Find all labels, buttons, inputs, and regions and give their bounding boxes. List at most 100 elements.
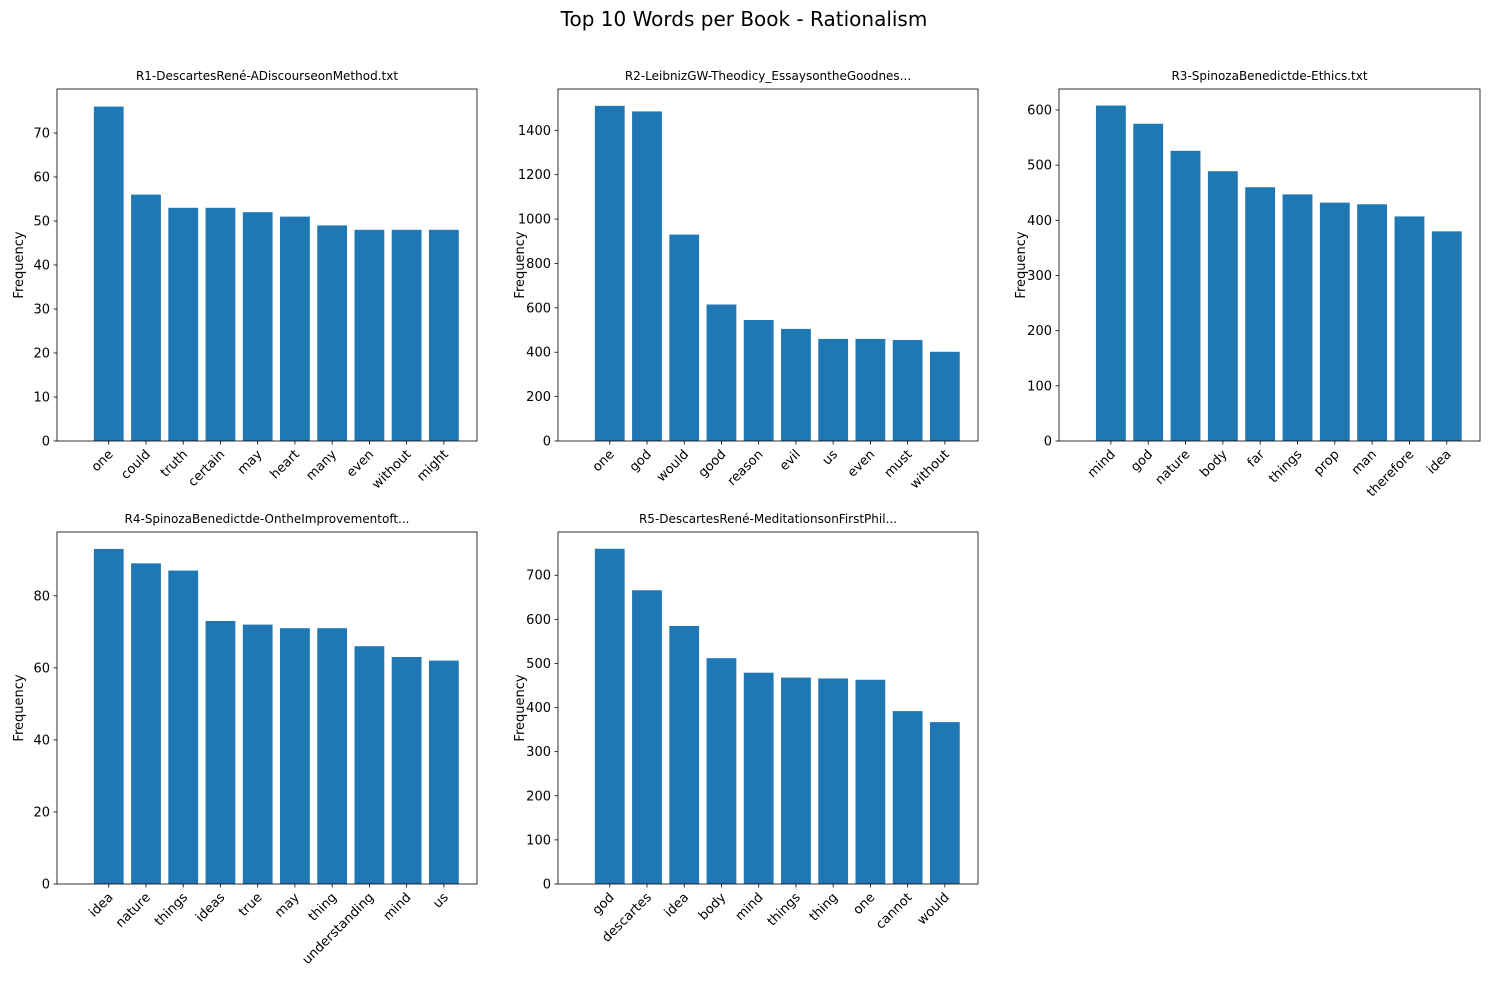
bar-one [855, 679, 886, 884]
y-tick-label: 10 [33, 391, 50, 406]
bar-understanding [354, 646, 385, 884]
bar-certain [205, 207, 236, 441]
x-tick-label: god [590, 890, 618, 918]
y-axis-label: Frequency [513, 231, 528, 298]
bar-evil [781, 328, 811, 441]
x-tick-label: even [845, 447, 878, 480]
bar-might [428, 229, 459, 441]
x-tick-label: body [1197, 447, 1231, 481]
y-tick-label: 20 [33, 805, 50, 820]
y-axis-label: Frequency [12, 231, 27, 298]
x-tick-label: nature [113, 890, 154, 931]
bar-things [781, 677, 811, 884]
chart-panel-5: R5-DescartesRené-MeditationsonFirstPhil.… [513, 512, 979, 946]
bar-would [929, 722, 960, 884]
x-tick-label: ideas [193, 890, 228, 925]
x-tick-label: us [820, 447, 841, 468]
x-tick-label: could [118, 447, 154, 483]
bar-cannot [892, 711, 923, 884]
panel-title: R3-SpinozaBenedictde-Ethics.txt [1171, 69, 1367, 83]
y-tick-label: 200 [526, 390, 551, 405]
x-tick-label: mind [381, 890, 415, 924]
chart-panel-4: R4-SpinozaBenedictde-OntheImprovementoft… [12, 512, 478, 968]
y-tick-label: 400 [526, 346, 551, 361]
bar-man [1357, 204, 1388, 441]
x-tick-label: would [915, 890, 953, 928]
bar-may [280, 628, 310, 884]
chart-panel-3: R3-SpinozaBenedictde-Ethics.txt 0 100 200 30… [1014, 69, 1481, 500]
y-tick-label: 0 [543, 435, 551, 450]
y-tick-label: 0 [42, 878, 50, 893]
bar-far [1245, 187, 1276, 441]
y-axis-label: Frequency [513, 674, 528, 741]
bar-without [929, 351, 960, 441]
y-tick-label: 400 [526, 701, 551, 716]
x-tick-label: without [369, 447, 414, 492]
y-tick-label: 20 [33, 347, 50, 362]
bar-one [594, 105, 625, 442]
bar-mind [1095, 105, 1126, 441]
y-tick-label: 80 [33, 589, 50, 604]
bar-body [1207, 171, 1238, 441]
axes-frame [1058, 88, 1481, 442]
y-tick-label: 40 [33, 733, 50, 748]
axes-frame [557, 531, 979, 885]
bar-us [428, 660, 459, 884]
bar-good [706, 304, 737, 441]
bar-god [632, 111, 662, 441]
panel-title: R5-DescartesRené-MeditationsonFirstPhil.… [639, 512, 897, 526]
bar-could [131, 194, 161, 441]
bar-true [242, 624, 273, 884]
x-tick-label: mind [1085, 447, 1119, 481]
x-tick-label: even [344, 447, 377, 480]
y-tick-label: 200 [1027, 324, 1052, 339]
y-tick-label: 200 [526, 789, 551, 804]
x-tick-label: must [882, 447, 916, 481]
y-tick-label: 400 [1027, 214, 1052, 229]
x-tick-label: thing [807, 890, 841, 924]
x-tick-label: might [414, 447, 451, 484]
x-tick-label: idea [662, 890, 692, 920]
y-tick-label: 800 [526, 257, 551, 272]
chart-panel-2: R2-LeibnizGW-Theodicy_EssaysontheGoodnes… [513, 69, 979, 492]
x-tick-label: us [430, 890, 451, 911]
x-tick-label: body [696, 890, 730, 924]
y-tick-label: 700 [526, 569, 551, 584]
y-tick-label: 600 [1027, 103, 1052, 118]
y-tick-label: 1200 [518, 168, 551, 183]
bar-nature [1170, 150, 1201, 442]
bar-idea [669, 625, 700, 884]
bar-things [168, 570, 199, 884]
x-tick-label: idea [1424, 447, 1454, 477]
x-tick-label: god [627, 447, 655, 475]
bar-without [391, 229, 422, 441]
y-tick-label: 1000 [518, 213, 551, 228]
bar-would [669, 234, 700, 441]
bar-god [594, 548, 625, 884]
x-tick-label: certain [186, 447, 229, 490]
x-tick-label: would [654, 447, 692, 485]
bar-mind [391, 657, 422, 884]
y-tick-label: 40 [33, 259, 50, 274]
bar-therefore [1394, 216, 1425, 441]
y-tick-label: 70 [33, 127, 50, 142]
y-tick-label: 100 [1027, 379, 1052, 394]
bar-mind [743, 672, 774, 884]
y-tick-label: 60 [33, 171, 50, 186]
bar-nature [131, 563, 161, 884]
x-tick-label: evil [777, 447, 804, 474]
x-tick-label: may [235, 447, 266, 478]
bar-one [93, 106, 124, 441]
y-tick-label: 0 [1044, 435, 1052, 450]
x-tick-label: man [1349, 447, 1380, 478]
bar-idea [93, 548, 124, 884]
x-tick-label: reason [725, 447, 767, 489]
y-tick-label: 500 [526, 657, 551, 672]
y-tick-label: 1400 [518, 124, 551, 139]
bar-reason [743, 320, 774, 441]
y-tick-label: 600 [526, 613, 551, 628]
panel-title: R2-LeibnizGW-Theodicy_EssaysontheGoodnes… [625, 69, 911, 83]
x-tick-label: good [696, 447, 730, 481]
bar-ideas [205, 620, 236, 884]
